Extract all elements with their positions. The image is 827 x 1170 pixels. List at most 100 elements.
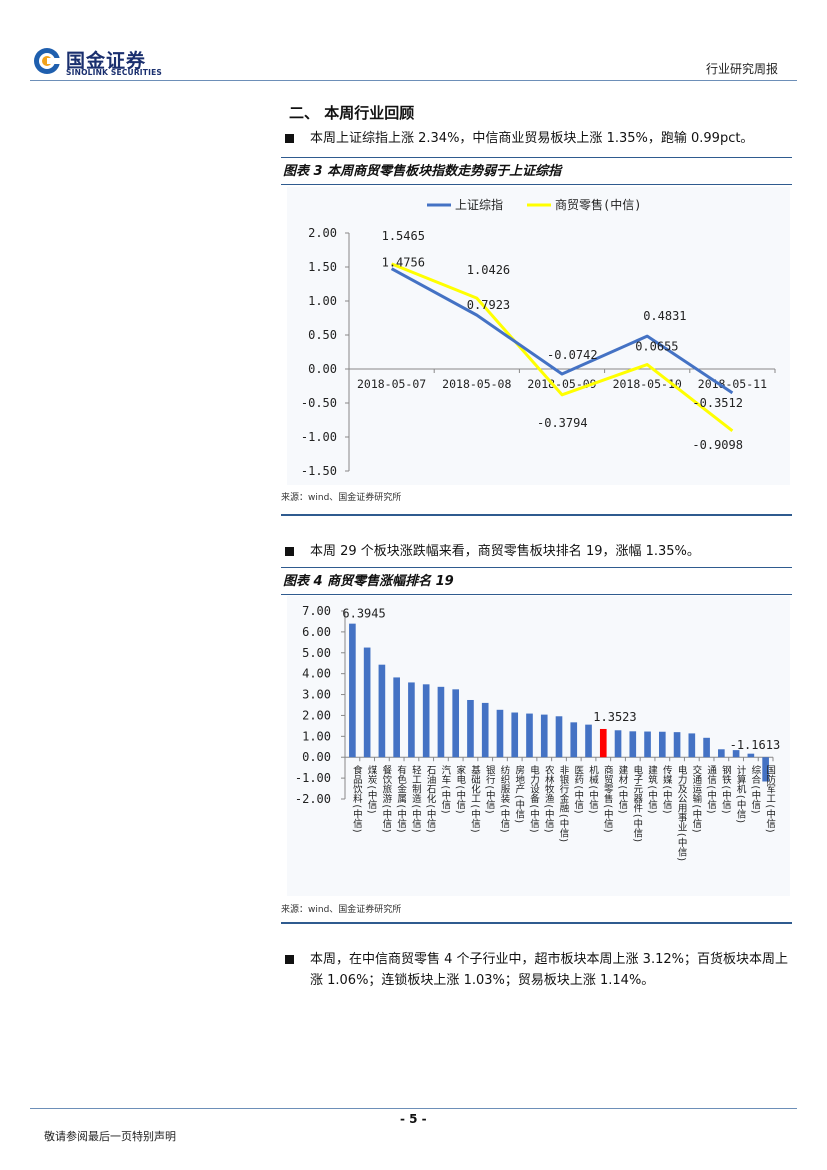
bullet-icon [285, 955, 294, 964]
data-label: 1.0426 [467, 263, 510, 277]
bar [481, 702, 489, 758]
x-tick-label: 家电(中信) [454, 765, 466, 815]
data-label: 6.3945 [342, 607, 385, 621]
y-tick-label: 1.50 [308, 260, 337, 274]
y-tick-label: 6.00 [302, 625, 331, 639]
bar [378, 664, 386, 758]
line-chart: 上证综指 商贸零售(中信) 2.00 1.50 1.00 0.50 0.00 -0.50 -1.… [287, 187, 790, 485]
legend-label-2: 商贸零售(中信) [555, 197, 641, 212]
paragraph-3: 本周，在中信商贸零售 4 个子行业中，超市板块本周上涨 3.12%；百货板块本周… [310, 952, 788, 988]
x-tick-label: 电力及公用事业(中信) [676, 765, 688, 863]
figure3-title: 图表 3 本周商贸零售板块指数走势弱于上证综指 [281, 157, 792, 185]
x-tick-label: 2018-05-11 [698, 377, 767, 391]
bullet-icon [285, 134, 294, 143]
y-tick-label: -0.50 [301, 396, 337, 410]
x-tick-label: 2018-05-10 [613, 377, 682, 391]
y-tick-label: -1.00 [301, 430, 337, 444]
x-tick-label: 钢铁(中信) [720, 765, 732, 815]
header-divider [30, 80, 797, 81]
y-tick-label: 5.00 [302, 646, 331, 660]
bar [658, 731, 666, 758]
data-label: 0.4831 [643, 309, 686, 323]
x-tick-label: 纺织服装(中信) [498, 765, 510, 834]
x-tick-label: 通信(中信) [705, 765, 717, 814]
logo-text: 国金证券 [66, 50, 147, 72]
data-label: -0.9098 [692, 438, 743, 452]
bar [747, 753, 755, 758]
bar [688, 733, 696, 758]
x-tick-label: 食品饮料(中信) [351, 765, 363, 834]
bar [585, 724, 592, 758]
x-tick-label: 电子元器件(中信) [631, 765, 643, 844]
bar [363, 647, 371, 758]
bar [718, 749, 725, 758]
bar [422, 684, 430, 758]
bar [526, 713, 533, 758]
data-label: -1.1613 [730, 738, 781, 752]
data-label: 0.7923 [467, 298, 510, 312]
paragraph-1: 本周上证综指上涨 2.34%，中信商业贸易板块上涨 1.35%，跑输 0.99p… [310, 131, 754, 146]
x-tick-label: 煤炭(中信) [366, 765, 378, 815]
legend-label-1: 上证综指 [455, 197, 503, 212]
bar [452, 689, 460, 758]
y-tick-label: 0.00 [302, 750, 331, 764]
data-label: 1.3523 [593, 710, 636, 724]
x-tick-label: 有色金属(中信) [395, 765, 407, 834]
x-tick-label: 电力设备(中信) [528, 765, 540, 834]
bar [599, 728, 607, 758]
footer-note: 敬请参阅最后一页特别声明 [44, 1130, 176, 1143]
y-tick-label: -1.50 [301, 464, 337, 478]
figure3-source: 来源：wind、国金证券研究所 [281, 493, 402, 503]
paragraph-2: 本周 29 个板块涨跌幅来看，商贸零售板块排名 19，涨幅 1.35%。 [310, 544, 700, 559]
series-line-1 [390, 267, 734, 395]
data-label: -0.3512 [692, 396, 743, 410]
x-tick-label: 综合(中信) [749, 765, 761, 815]
bar [437, 686, 445, 758]
y-tick-label: 4.00 [302, 667, 331, 681]
y-tick-label: 7.00 [302, 604, 331, 618]
bar [673, 732, 681, 758]
y-tick-label: 0.50 [308, 328, 337, 342]
x-tick-label: 石油石化(中信) [425, 765, 437, 833]
x-tick-label: 汽车(中信) [439, 765, 451, 815]
bar [496, 709, 504, 758]
x-tick-label: 银行(中信) [484, 765, 496, 815]
x-tick-label: 建材(中信) [617, 765, 629, 815]
x-tick-label: 传媒(中信) [661, 765, 673, 815]
bar [511, 712, 519, 758]
bar [732, 750, 740, 758]
y-tick-label: 2.00 [308, 226, 337, 240]
bar [570, 722, 578, 758]
bullet-icon [285, 547, 294, 556]
y-tick-label: 2.00 [302, 708, 331, 722]
footer-divider [30, 1108, 797, 1109]
data-label: 1.4756 [382, 256, 425, 270]
x-tick-label: 2018-05-09 [527, 377, 596, 391]
bar [393, 677, 400, 758]
section-title: 二、 本周行业回顾 [289, 104, 415, 122]
report-type: 行业研究周报 [706, 62, 779, 76]
y-tick-label: -2.00 [295, 792, 331, 806]
bar [629, 731, 637, 758]
bar [540, 714, 548, 758]
bar [644, 731, 651, 758]
x-tick-label: 国防军工(中信) [764, 765, 776, 833]
x-tick-label: 交通运输(中信) [690, 765, 702, 834]
x-tick-label: 基础化工(中信) [469, 765, 481, 834]
figure4-source: 来源：wind、国金证券研究所 [281, 905, 402, 915]
y-tick-label: -1.00 [295, 771, 331, 785]
data-label: 0.0655 [635, 340, 678, 354]
data-label: -0.3794 [537, 416, 588, 430]
figure4-title: 图表 4 商贸零售涨幅排名 19 [281, 567, 792, 595]
x-tick-label: 2018-05-07 [357, 377, 426, 391]
x-tick-label: 商贸零售(中信) [602, 765, 614, 834]
y-tick-label: 1.00 [308, 294, 337, 308]
data-label: -0.0742 [547, 348, 598, 362]
logo-subtext: SINOLINK SECURITIES [66, 68, 163, 77]
x-tick-label: 非银行金融(中信) [558, 765, 570, 844]
y-tick-label: 0.00 [308, 362, 337, 376]
page-number: - 5 - [400, 1112, 427, 1126]
bar [408, 682, 415, 758]
figure4-divider [281, 922, 792, 924]
y-tick-label: 1.00 [302, 729, 331, 743]
